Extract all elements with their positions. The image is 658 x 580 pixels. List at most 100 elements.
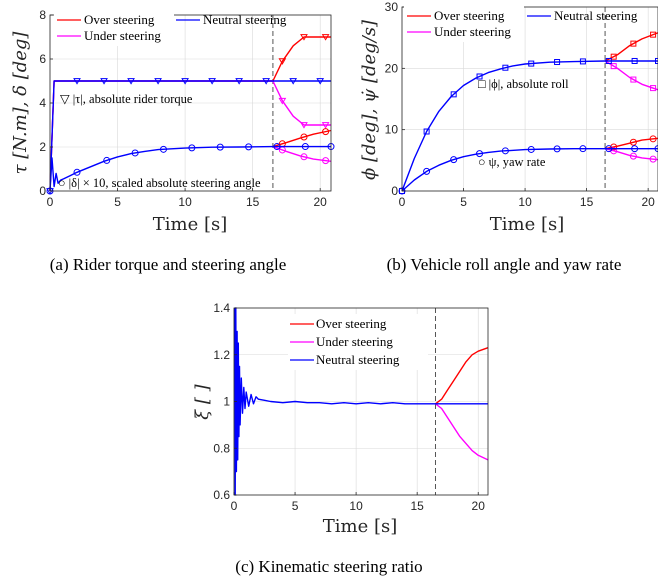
- series-line-over-torque: [49, 36, 331, 192]
- panel-b-ticks: 0 5 10 15 20 0 10 20 30: [385, 0, 656, 209]
- y-tick-label: 8: [39, 8, 46, 22]
- panel-c-ylabel: ξ [ ]: [192, 383, 213, 419]
- panel-c-xlabel: Time [s]: [323, 516, 398, 537]
- marker-neutral-yaw: [527, 145, 535, 153]
- x-tick-label: 5: [114, 195, 121, 209]
- marker-neutral-angle: [131, 149, 139, 157]
- marker-neutral-angle: [301, 143, 309, 151]
- legend-label-over: Over steering: [434, 8, 505, 23]
- panel-c-caption: (c) Kinematic steering ratio: [235, 557, 422, 576]
- marker-neutral-roll: [423, 128, 430, 135]
- marker-neutral-torque: [73, 78, 81, 85]
- marker-neutral-roll: [579, 58, 586, 65]
- panel-b-frame: [401, 6, 658, 192]
- y-tick-label: 1: [223, 395, 230, 409]
- marker-neutral-roll: [502, 64, 509, 71]
- series-line-under-roll: [604, 60, 658, 91]
- marker-over-yaw: [649, 135, 657, 143]
- marker-over-torque: [321, 34, 330, 41]
- y-tick-label: 2: [39, 140, 46, 154]
- series-line-over: [435, 347, 489, 405]
- marker-neutral-roll: [554, 59, 561, 66]
- marker-neutral-torque: [235, 78, 244, 85]
- x-tick-label: 10: [518, 195, 532, 209]
- x-tick-label: 5: [292, 499, 299, 513]
- marker-over-torque: [300, 34, 308, 41]
- panel-a-ylabel: τ [N.m], δ [deg]: [10, 31, 31, 175]
- marker-neutral-angle: [73, 168, 81, 176]
- marker-over-roll: [630, 40, 637, 47]
- marker-neutral-torque: [289, 78, 298, 85]
- series-line-under: [435, 403, 489, 461]
- x-tick-label: 10: [178, 195, 192, 209]
- y-tick-label: 0.8: [213, 441, 230, 455]
- marker-neutral-roll: [528, 60, 535, 67]
- panel-c: 0 5 10 15 20 0.6 0.8 1 1.2 1.4 Time [s] ξ [ ] Ove…: [192, 301, 489, 576]
- marker-over-roll: [650, 31, 657, 38]
- marker-neutral-yaw: [579, 145, 587, 153]
- y-tick-label: 6: [39, 52, 46, 66]
- panel-b-caption: (b) Vehicle roll angle and yaw rate: [387, 255, 622, 274]
- marker-over-angle: [322, 128, 330, 136]
- marker-neutral-yaw: [605, 145, 613, 153]
- panel-a-legend: Over steering Neutral steering Under ste…: [54, 10, 287, 46]
- marker-under-angle: [300, 153, 308, 161]
- marker-under-yaw: [629, 152, 637, 160]
- marker-under-torque: [321, 122, 330, 129]
- panel-a-xlabel: Time [s]: [153, 214, 228, 235]
- marker-over-yaw: [629, 138, 637, 146]
- x-tick-label: 5: [460, 195, 467, 209]
- series-line-neutral-torque: [49, 80, 331, 192]
- marker-neutral-torque: [127, 78, 135, 85]
- marker-neutral-yaw: [476, 150, 484, 158]
- x-tick-label: 0: [399, 195, 406, 209]
- y-tick-label: 0.6: [213, 488, 230, 502]
- marker-neutral-angle: [103, 156, 111, 164]
- marker-neutral-roll: [655, 57, 658, 64]
- panel-b-legend-box: [404, 6, 524, 42]
- y-tick-label: 0: [39, 184, 46, 198]
- y-tick-label: 10: [385, 123, 399, 137]
- series-line-over-yaw: [604, 137, 658, 150]
- marker-neutral-torque: [262, 78, 271, 85]
- panel-a-annotation-torque: ▽ |τ|, absolute rider torque: [60, 92, 193, 106]
- marker-neutral-yaw: [450, 156, 458, 164]
- series-line-under-angle: [272, 145, 332, 162]
- marker-neutral-torque: [154, 78, 162, 85]
- panel-b-ylabel: ϕ [deg], ψ̇ [deg/s]: [359, 19, 380, 180]
- marker-neutral-roll: [450, 91, 457, 98]
- legend-label-neutral: Neutral steering: [554, 8, 638, 23]
- panel-c-series: [233, 307, 489, 496]
- marker-under-yaw: [649, 155, 657, 163]
- marker-neutral-roll: [631, 57, 638, 64]
- panel-b-annotation-roll: □ |ϕ|, absolute roll: [478, 77, 569, 91]
- marker-under-roll: [630, 76, 637, 83]
- panel-a-ticks: 0 5 10 15 20 0 2 4 6 8: [39, 8, 327, 209]
- y-tick-label: 1.2: [213, 348, 230, 362]
- y-tick-label: 4: [39, 96, 46, 110]
- x-tick-label: 20: [472, 499, 486, 513]
- legend-label-under: Under steering: [84, 28, 161, 43]
- x-tick-label: 15: [580, 195, 594, 209]
- marker-under-roll: [650, 85, 657, 92]
- x-tick-label: 0: [231, 499, 238, 513]
- panel-b-legend: Over steering Neutral steering Under ste…: [404, 6, 638, 42]
- y-tick-label: 1.4: [213, 301, 230, 315]
- marker-under-angle: [322, 157, 330, 165]
- marker-neutral-roll: [605, 57, 612, 64]
- x-tick-label: 15: [246, 195, 260, 209]
- marker-under-torque: [300, 122, 308, 129]
- panel-c-legend: Over steering Under steering Neutral ste…: [288, 314, 428, 370]
- panel-a-annotation-angle: ○ |δ| × 10, scaled absolute steering ang…: [58, 176, 261, 190]
- series-line-neutral: [233, 307, 488, 496]
- x-tick-label: 10: [349, 499, 363, 513]
- marker-over-angle: [300, 133, 308, 141]
- panel-c-ticks: 0 5 10 15 20 0.6 0.8 1 1.2 1.4: [213, 301, 485, 513]
- panel-b-xlabel: Time [s]: [490, 214, 565, 235]
- x-tick-label: 20: [641, 195, 655, 209]
- y-tick-label: 0: [391, 184, 398, 198]
- series-line-neutral-roll: [401, 60, 658, 192]
- panel-b-annotation-yaw: ○ ψ, yaw rate: [478, 155, 546, 169]
- marker-over-torque: [278, 58, 287, 65]
